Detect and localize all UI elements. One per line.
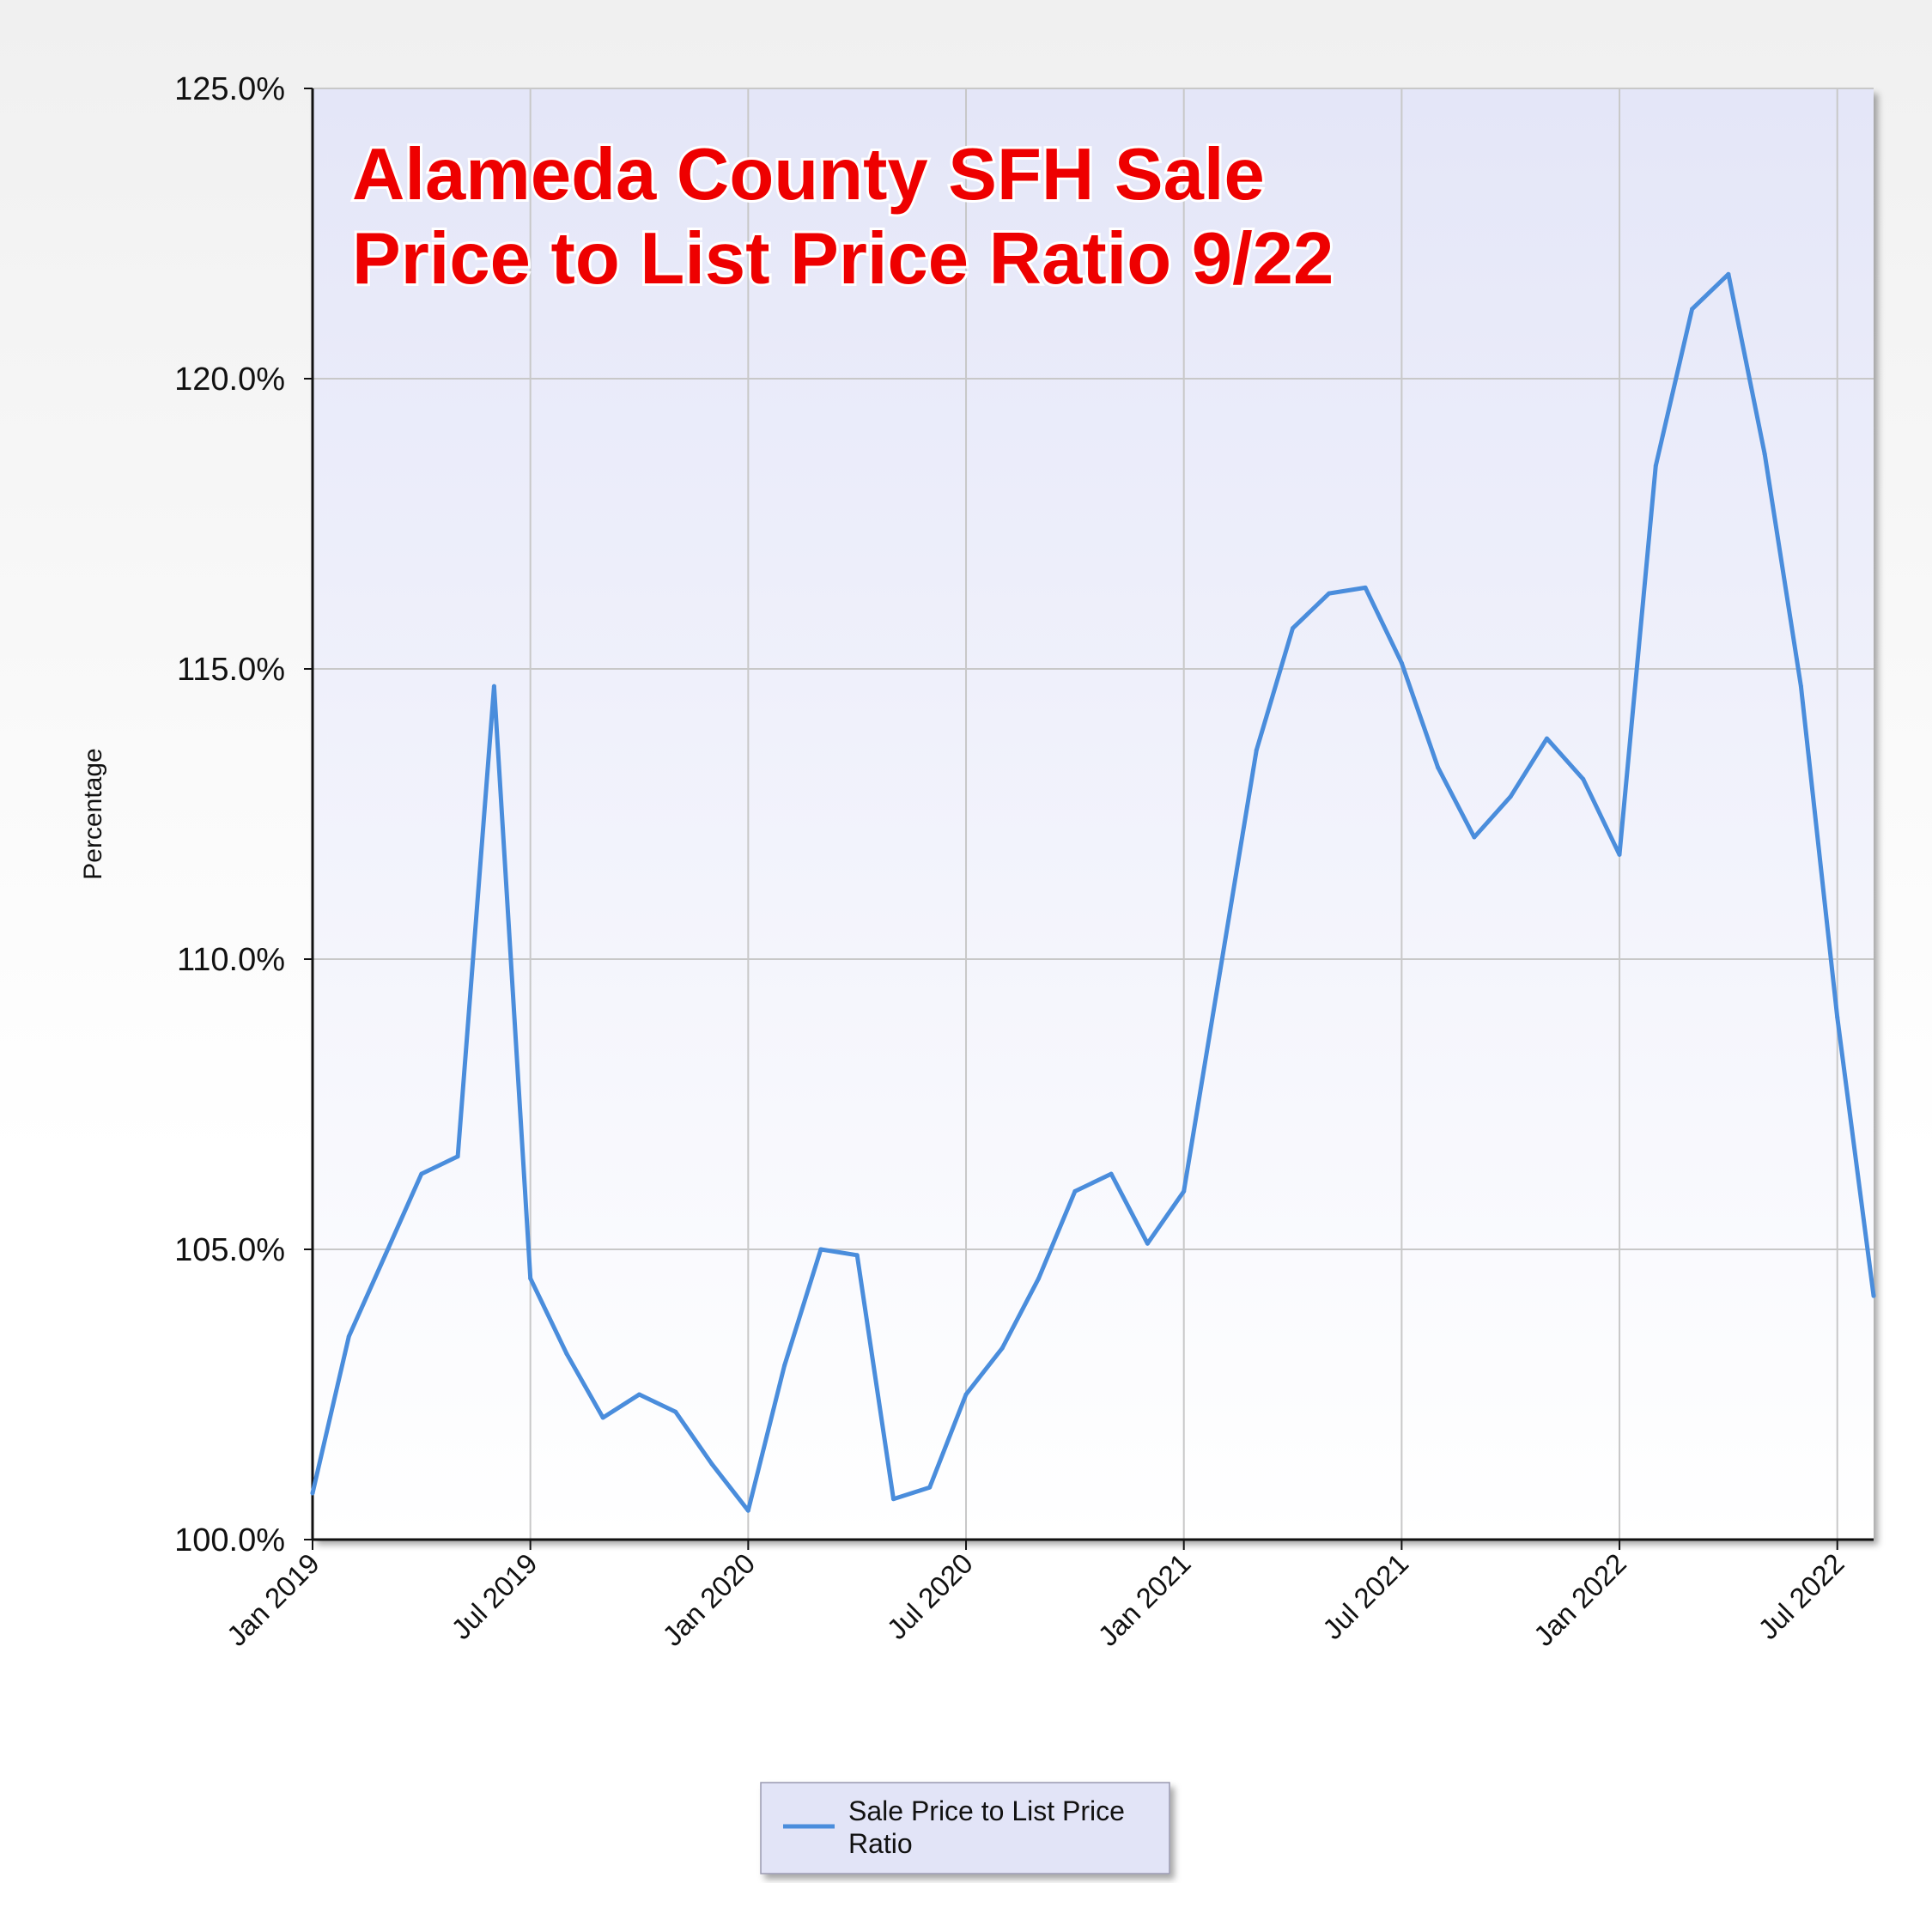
data-point: [1109, 1171, 1114, 1176]
x-tick-label: Jan 2022: [1528, 1547, 1632, 1652]
data-point: [1218, 969, 1223, 974]
data-point: [1436, 765, 1441, 770]
data-point: [1182, 1188, 1187, 1194]
data-point: [346, 1334, 351, 1339]
data-point: [1544, 736, 1549, 741]
data-point: [890, 1497, 896, 1502]
data-point: [709, 1461, 714, 1467]
data-point: [963, 1392, 969, 1397]
data-point: [927, 1485, 933, 1490]
y-tick-label: 100.0%: [174, 1522, 285, 1558]
y-tick-label: 105.0%: [174, 1232, 285, 1268]
data-point: [1291, 626, 1296, 631]
y-axis-label: Percentage: [79, 748, 107, 879]
data-point: [1254, 748, 1259, 753]
y-tick-label: 115.0%: [177, 652, 285, 688]
data-point: [1617, 852, 1622, 857]
data-point: [1072, 1188, 1078, 1194]
data-point: [782, 1363, 787, 1368]
x-tick-label: Jul 2021: [1316, 1547, 1414, 1645]
data-point: [1145, 1241, 1150, 1246]
x-tick-label: Jul 2022: [1752, 1547, 1850, 1645]
legend-label-line-1: Sale Price to List Price: [848, 1795, 1125, 1826]
data-point: [1762, 452, 1767, 457]
x-tick-label: Jul 2019: [445, 1547, 543, 1645]
data-point: [1363, 585, 1368, 590]
data-point: [1798, 683, 1803, 689]
data-point: [419, 1171, 424, 1176]
data-point: [564, 1352, 569, 1357]
data-point: [854, 1253, 860, 1258]
series-layer: [310, 271, 1876, 1513]
chart-title-line-1: Alameda County SFH Sale: [352, 134, 1265, 216]
data-point: [1871, 1293, 1876, 1298]
x-tick-label: Jan 2021: [1091, 1547, 1196, 1652]
data-point: [1472, 835, 1477, 840]
y-tick-label: 125.0%: [174, 71, 285, 107]
x-tick-label: Jan 2019: [221, 1547, 325, 1652]
data-point: [1508, 794, 1513, 799]
data-point: [1581, 776, 1586, 781]
data-point: [818, 1247, 823, 1252]
data-point: [745, 1508, 750, 1513]
data-point: [1399, 660, 1404, 665]
data-point: [1653, 463, 1658, 468]
plot-area: [313, 88, 1874, 1540]
data-point: [455, 1154, 460, 1159]
y-tick-label: 110.0%: [177, 942, 285, 978]
data-point: [999, 1346, 1005, 1351]
data-point: [528, 1276, 533, 1281]
axes: [311, 88, 1874, 1541]
x-tick-label: Jul 2020: [881, 1547, 979, 1645]
series-line-0: [310, 271, 1876, 1513]
legend: Sale Price to List Price Ratio: [760, 1782, 1170, 1874]
y-tick-label: 120.0%: [174, 361, 285, 398]
legend-label-line-2: Ratio: [848, 1828, 913, 1859]
data-point: [1036, 1276, 1042, 1281]
data-point: [637, 1392, 642, 1397]
x-tick-labels: Jan 2019 Jul 2019 Jan 2020 Jul 2020 Jan 2021…: [221, 1547, 1850, 1652]
chart-title-line-2: Price to List Price Ratio 9/22: [352, 218, 1334, 300]
data-point: [1835, 1015, 1840, 1020]
data-point: [383, 1253, 388, 1258]
data-point: [1726, 271, 1731, 276]
data-point: [491, 683, 496, 689]
data-point: [310, 1491, 315, 1496]
data-point: [1327, 591, 1332, 596]
data-point: [673, 1409, 678, 1414]
data-point: [600, 1415, 605, 1420]
x-tick-label: Jan 2020: [656, 1547, 761, 1652]
y-tick-labels: 100.0% 105.0% 110.0% 115.0% 120.0% 125.0%: [174, 71, 285, 1558]
data-point: [1690, 307, 1695, 312]
